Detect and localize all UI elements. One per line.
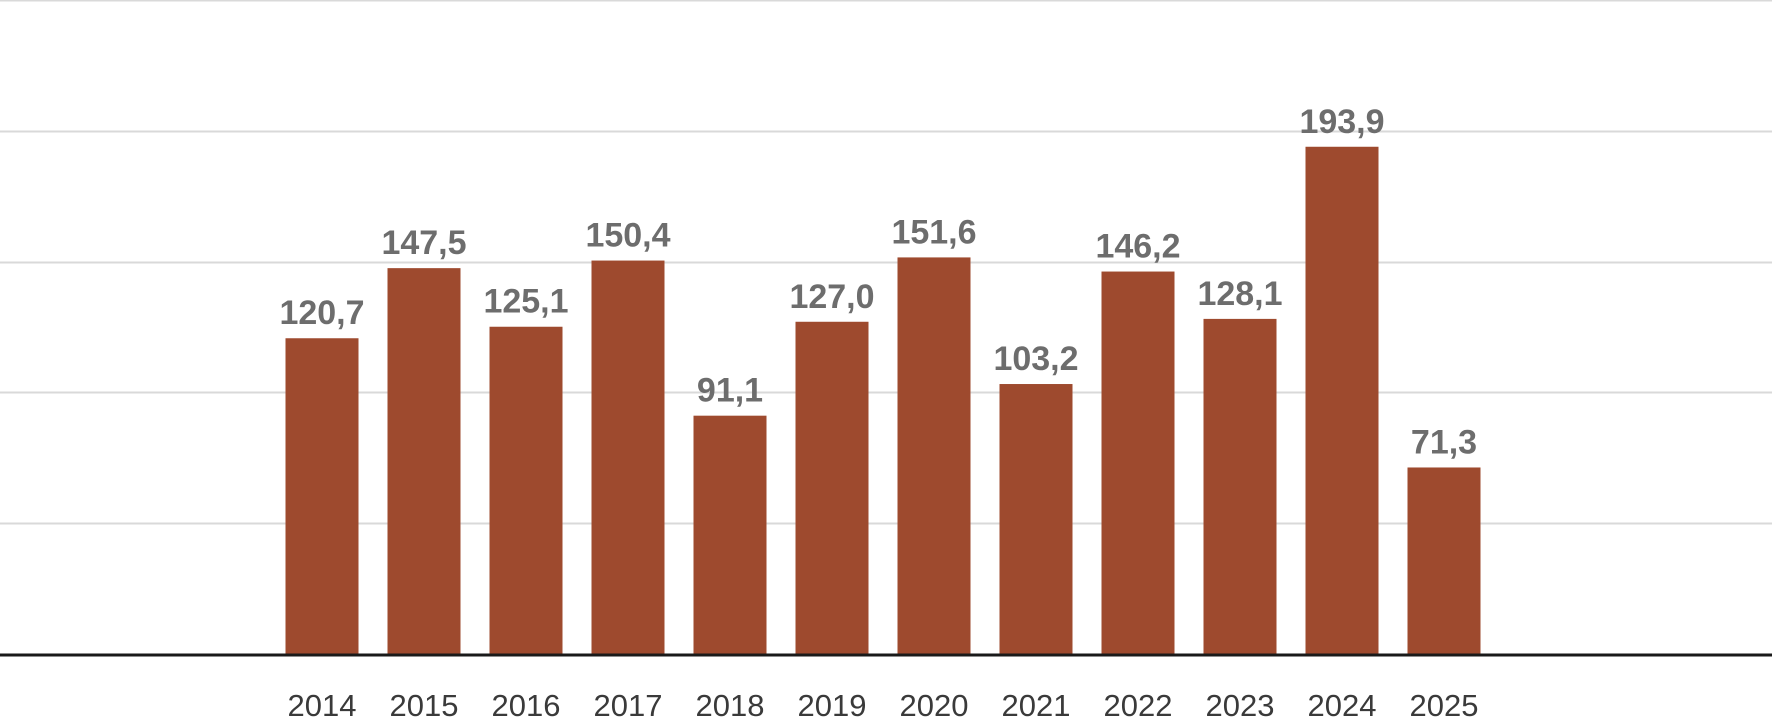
bar	[489, 326, 563, 654]
x-tick-label: 2020	[900, 688, 969, 723]
bar	[387, 268, 461, 654]
bar	[1407, 467, 1481, 654]
x-tick-label: 2023	[1206, 688, 1275, 723]
bar	[591, 260, 665, 654]
data-label: 91,1	[697, 372, 763, 410]
data-label: 146,2	[1095, 228, 1180, 266]
bar	[897, 257, 971, 654]
x-tick-label: 2019	[798, 688, 867, 723]
bar	[1101, 271, 1175, 654]
data-label: 147,5	[381, 224, 466, 262]
bar	[1305, 146, 1379, 654]
data-label: 193,9	[1299, 103, 1384, 141]
bar	[285, 338, 359, 654]
x-tick-label: 2025	[1410, 688, 1479, 723]
data-label: 150,4	[585, 217, 670, 255]
x-tick-label: 2017	[594, 688, 663, 723]
x-tick-label: 2016	[492, 688, 561, 723]
bar	[795, 321, 869, 654]
bar	[1203, 318, 1277, 654]
x-tick-label: 2018	[696, 688, 765, 723]
x-tick-labels-group: 2014 2015 2016 2017 2018 2019 2020 2021 2022 2023…	[288, 688, 1479, 723]
data-label: 125,1	[483, 283, 568, 321]
data-label: 151,6	[891, 213, 976, 251]
value-labels-group: 120,7 147,5 125,1 150,4 91,1 127,0 151,6 103,2 1…	[279, 103, 1477, 462]
x-tick-label: 2014	[288, 688, 357, 723]
data-label: 128,1	[1197, 275, 1282, 313]
x-tick-label: 2022	[1104, 688, 1173, 723]
bars-group	[285, 146, 1481, 654]
data-label: 71,3	[1411, 423, 1477, 461]
x-tick-label: 2024	[1308, 688, 1377, 723]
x-tick-label: 2021	[1002, 688, 1071, 723]
data-label: 120,7	[279, 294, 364, 332]
data-label: 127,0	[789, 278, 874, 316]
x-tick-label: 2015	[390, 688, 459, 723]
bar	[999, 384, 1073, 654]
data-label: 103,2	[993, 340, 1078, 378]
gridlines	[0, 0, 1772, 525]
bar	[693, 415, 767, 654]
